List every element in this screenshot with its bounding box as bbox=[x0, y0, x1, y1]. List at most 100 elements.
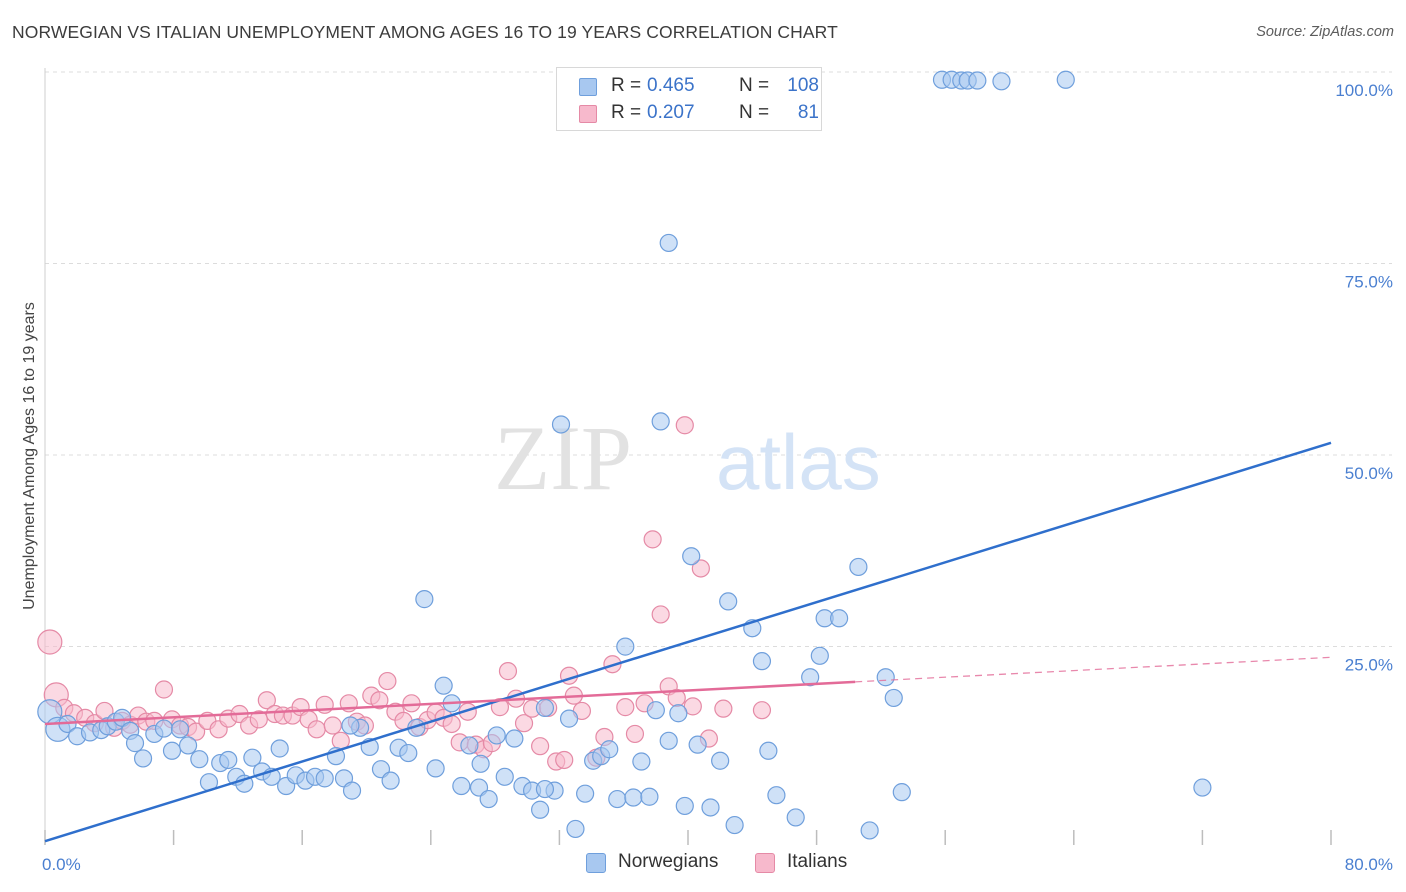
point-norwegians-14 bbox=[162, 741, 182, 760]
point-norwegians-46 bbox=[452, 776, 471, 796]
legend-r-value-italians: 0.207 bbox=[647, 102, 695, 123]
x-tick-labels: 0.0% 80.0% bbox=[42, 855, 1393, 874]
point-norwegians-31 bbox=[315, 769, 334, 788]
point-norwegians-91 bbox=[849, 557, 868, 577]
x-tick-label-80: 80.0% bbox=[1345, 855, 1393, 874]
point-norwegians-43 bbox=[426, 759, 445, 778]
point-norwegians-70 bbox=[646, 701, 665, 720]
y-tick-labels: 25.0% 50.0% 75.0% 100.0% bbox=[1335, 81, 1393, 675]
legend-n-label: N = bbox=[739, 75, 770, 96]
watermark-atlas: atlas bbox=[716, 418, 881, 506]
point-norwegians-100 bbox=[968, 71, 987, 90]
point-norwegians-13 bbox=[154, 719, 174, 738]
series-legend: Norwegians Italians bbox=[0, 851, 1406, 877]
point-norwegians-68 bbox=[632, 752, 651, 771]
trend-line-italians bbox=[44, 680, 856, 726]
point-norwegians-90 bbox=[830, 609, 849, 628]
point-norwegians-34 bbox=[342, 781, 362, 800]
point-norwegians-10 bbox=[125, 734, 145, 753]
point-norwegians-80 bbox=[725, 815, 744, 835]
source-label: Source: ZipAtlas.com bbox=[1256, 24, 1394, 40]
point-norwegians-51 bbox=[495, 767, 514, 786]
point-italians-42 bbox=[402, 694, 421, 713]
point-norwegians-69 bbox=[640, 787, 659, 806]
point-norwegians-71 bbox=[651, 412, 670, 431]
point-italians-23 bbox=[249, 710, 268, 729]
point-italians-39 bbox=[378, 671, 397, 691]
trend-line-ext-italians bbox=[855, 656, 1332, 683]
point-italians-72 bbox=[651, 605, 670, 624]
point-norwegians-56 bbox=[535, 698, 555, 717]
point-norwegians-101 bbox=[992, 72, 1011, 91]
point-italians-54 bbox=[498, 662, 518, 681]
legend-label-norwegians: Norwegians bbox=[618, 851, 719, 872]
point-italians-0 bbox=[37, 629, 63, 655]
point-norwegians-75 bbox=[682, 547, 701, 566]
legend-n-value-norwegians: 108 bbox=[787, 75, 819, 96]
point-norwegians-102 bbox=[1056, 70, 1075, 89]
point-norwegians-79 bbox=[719, 592, 738, 611]
point-italians-61 bbox=[555, 750, 574, 770]
y-tick-label-50: 50.0% bbox=[1345, 464, 1393, 483]
point-italians-38 bbox=[370, 691, 389, 710]
point-norwegians-107 bbox=[471, 754, 490, 773]
point-norwegians-64 bbox=[600, 740, 619, 759]
legend-label-italians: Italians bbox=[787, 851, 848, 872]
point-norwegians-105 bbox=[341, 716, 360, 735]
point-norwegians-58 bbox=[551, 415, 571, 434]
point-norwegians-60 bbox=[566, 819, 585, 839]
point-italians-30 bbox=[307, 720, 326, 739]
point-norwegians-88 bbox=[810, 646, 829, 665]
point-norwegians-84 bbox=[759, 741, 778, 760]
legend-swatch-italians bbox=[755, 853, 775, 873]
point-norwegians-85 bbox=[767, 786, 786, 805]
point-norwegians-40 bbox=[399, 743, 418, 763]
point-norwegians-74 bbox=[675, 796, 694, 816]
point-norwegians-11 bbox=[133, 749, 153, 768]
point-norwegians-93 bbox=[876, 668, 895, 687]
series-norwegians bbox=[37, 70, 1212, 840]
point-norwegians-83 bbox=[752, 652, 772, 671]
point-norwegians-38 bbox=[381, 771, 400, 790]
point-italians-32 bbox=[323, 716, 342, 735]
point-norwegians-15 bbox=[170, 720, 190, 739]
axes bbox=[44, 68, 1332, 845]
gridlines bbox=[45, 71, 1392, 647]
point-norwegians-86 bbox=[786, 808, 805, 827]
point-norwegians-65 bbox=[608, 789, 627, 809]
y-tick-label-100: 100.0% bbox=[1335, 81, 1393, 100]
point-italians-68 bbox=[616, 698, 635, 717]
point-italians-80 bbox=[752, 701, 772, 720]
point-norwegians-104 bbox=[659, 233, 678, 253]
point-norwegians-42 bbox=[415, 590, 434, 609]
point-norwegians-106 bbox=[535, 779, 555, 799]
point-norwegians-26 bbox=[270, 739, 289, 758]
point-norwegians-72 bbox=[659, 731, 678, 750]
point-norwegians-61 bbox=[576, 784, 595, 803]
point-norwegians-50 bbox=[487, 726, 506, 745]
point-italians-79 bbox=[714, 699, 733, 718]
legend-n-label: N = bbox=[739, 102, 770, 123]
trend-lines bbox=[44, 441, 1332, 843]
point-norwegians-8 bbox=[113, 708, 132, 727]
point-norwegians-78 bbox=[711, 751, 730, 770]
legend-swatch-italians bbox=[579, 105, 597, 123]
point-norwegians-59 bbox=[559, 709, 579, 728]
point-norwegians-23 bbox=[243, 748, 262, 767]
stats-legend: R = 0.465 N = 108 R = 0.207 N = 81 bbox=[556, 67, 822, 131]
point-italians-77 bbox=[691, 559, 710, 578]
point-italians-75 bbox=[675, 416, 694, 435]
legend-r-value-norwegians: 0.465 bbox=[647, 75, 695, 96]
point-italians-58 bbox=[531, 737, 550, 756]
point-italians-76 bbox=[683, 697, 702, 716]
y-tick-label-25: 25.0% bbox=[1345, 656, 1393, 675]
point-norwegians-94 bbox=[884, 688, 903, 708]
point-norwegians-73 bbox=[669, 704, 688, 723]
point-italians-24 bbox=[257, 691, 276, 710]
point-norwegians-49 bbox=[479, 789, 498, 809]
point-norwegians-92 bbox=[860, 821, 879, 840]
trend-line-norwegians bbox=[44, 441, 1332, 843]
legend-r-label: R = bbox=[611, 75, 642, 96]
point-italians-71 bbox=[643, 530, 662, 549]
